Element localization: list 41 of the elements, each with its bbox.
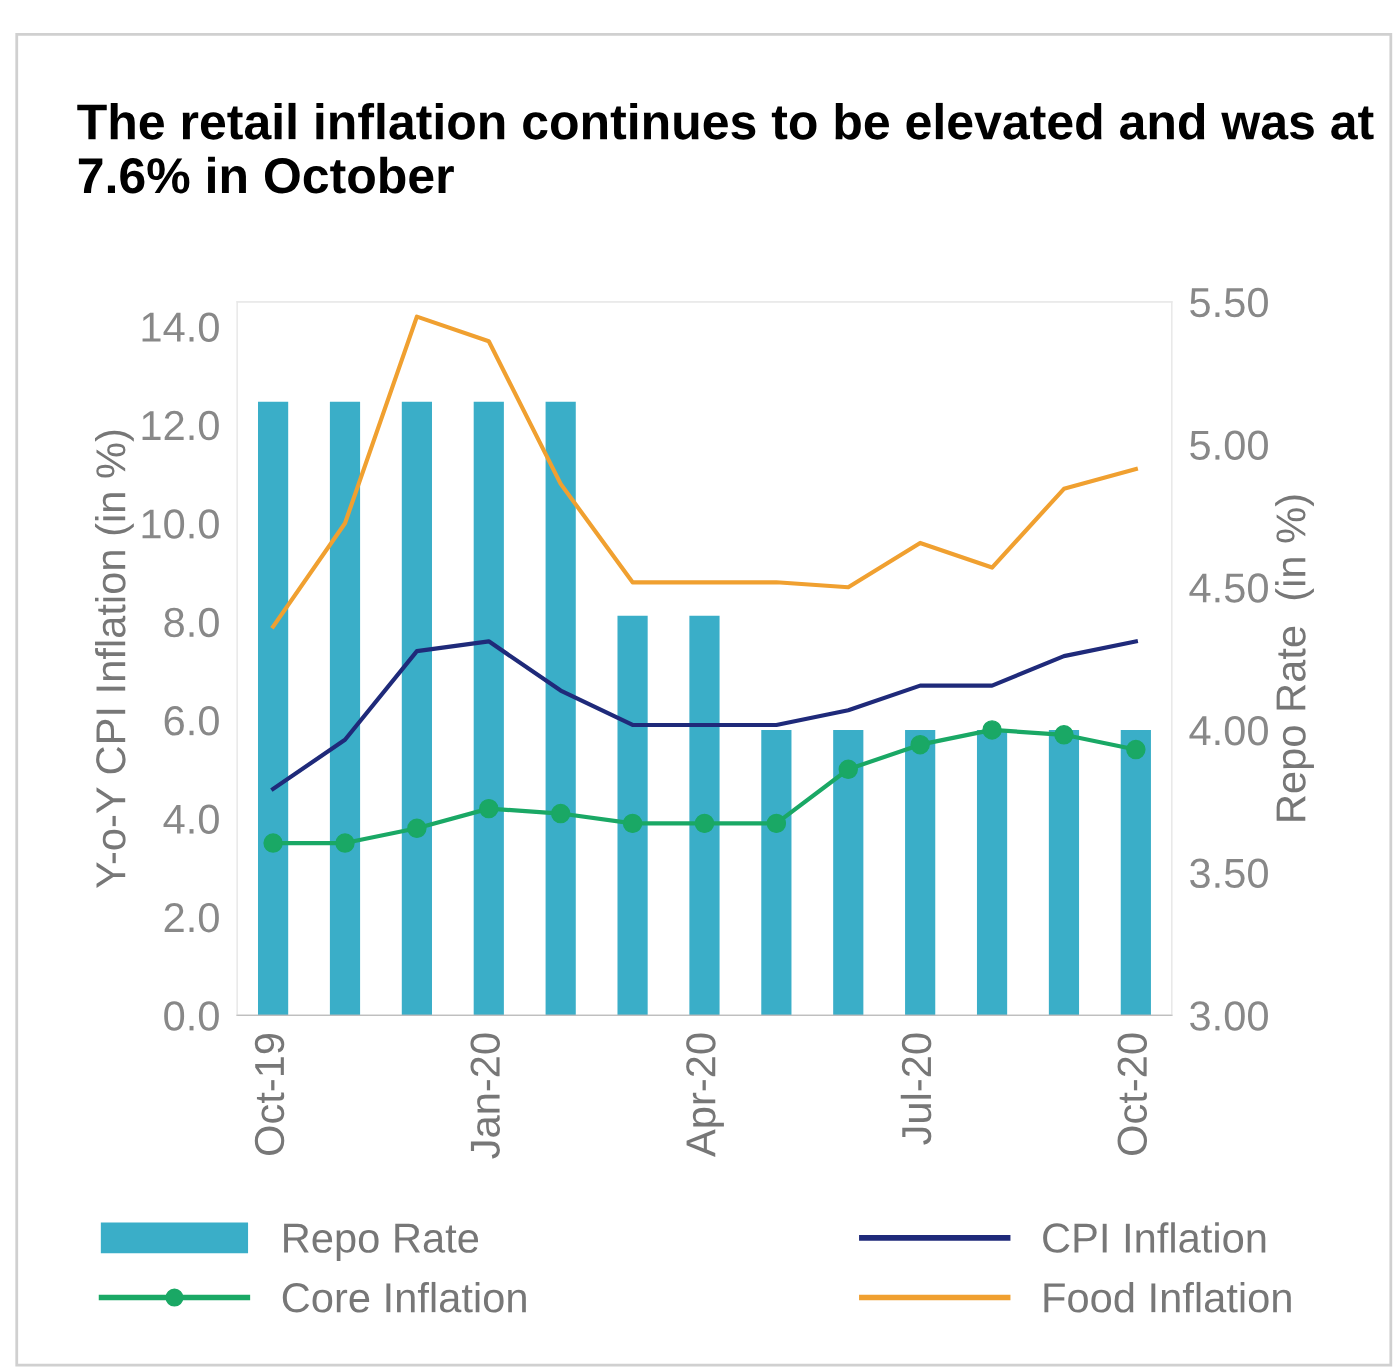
x-tick-label: Jul-20 [900,1033,932,1145]
point [910,734,930,755]
y2-tick-label: 3.00 [1190,1001,1268,1031]
point [838,759,858,779]
y-tick-label: 8.0 [164,607,219,638]
legend-label: CPI Inflation [1043,1222,1266,1253]
y-tick-label: 6.0 [164,706,219,736]
line-series [271,314,1138,629]
y2-tick-label: 5.00 [1190,430,1268,461]
legend-label: Core Inflation [282,1281,526,1313]
y2-tick-label: 4.50 [1189,573,1268,603]
y-tick-label: 14.0 [142,312,219,342]
x-tick-label: Oct-20 [1117,1033,1148,1156]
line-series [271,639,1138,792]
y-tick-label: 12.0 [142,410,219,441]
chart-title: The retail inflation continues to be elevated and was at 7.6% in October [77,102,1374,194]
x-tick-label: Apr-20 [686,1033,724,1157]
point [407,818,427,839]
y2-tick-label: 5.50 [1190,287,1268,318]
y2-axis-title: Repo Rate (in %) [1275,495,1314,821]
y-tick-label: 2.0 [164,902,219,933]
point [982,720,1002,740]
legend-label: Food Inflation [1044,1281,1291,1313]
point [766,813,787,834]
point [335,833,355,853]
x-tick-label: Oct-19 [254,1033,285,1156]
legend-label: Repo Rate [284,1223,479,1262]
x-tick-label: Jan-20 [470,1033,500,1159]
y2-tick-label: 4.00 [1189,715,1268,746]
point [1126,739,1146,760]
y-axis-title: Y-o-Y CPI Inflation (in %) [95,430,134,889]
point [479,798,499,819]
y-tick-label: 0.0 [164,1001,219,1031]
y-tick-label: 4.0 [163,804,219,834]
y-tick-label: 10.0 [142,509,219,539]
point [1054,725,1074,745]
point [694,813,715,834]
y2-tick-label: 3.50 [1190,858,1268,889]
point [550,803,571,824]
point [622,813,643,834]
point [263,833,283,853]
